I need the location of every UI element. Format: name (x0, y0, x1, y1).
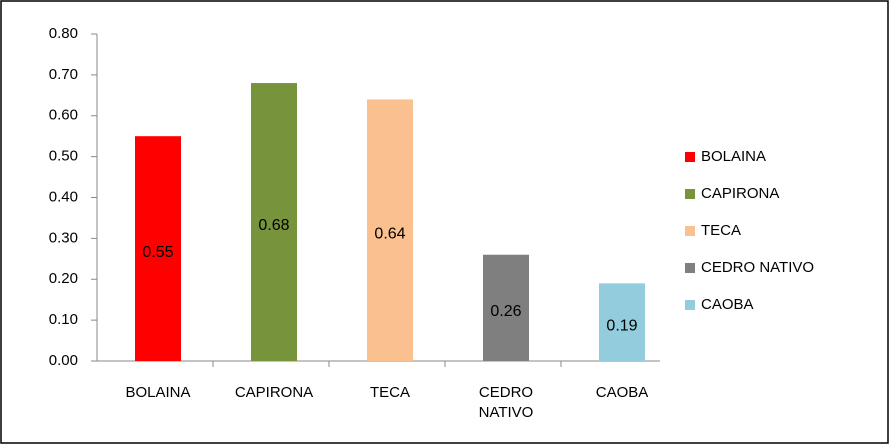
legend-swatch (685, 263, 695, 273)
y-tick-label: 0.50 (49, 148, 78, 165)
legend-label: CAOBA (701, 296, 754, 313)
y-tick-label: 0.30 (49, 229, 78, 246)
legend-label: BOLAINA (701, 148, 766, 165)
x-tick-label: BOLAINA (125, 384, 191, 401)
y-tick-label: 0.20 (49, 270, 78, 287)
legend-label: CEDRO NATIVO (701, 259, 814, 276)
x-tick-label: TECA (369, 384, 410, 401)
y-tick-label: 0.10 (49, 311, 78, 328)
legend-label: CAPIRONA (701, 185, 779, 202)
legend-label: TECA (701, 222, 741, 239)
legend-swatch (685, 226, 695, 236)
data-label: 0.64 (374, 225, 405, 242)
x-tick-label: CEDRO NATIVO (478, 384, 534, 421)
data-label: 0.55 (142, 244, 173, 261)
x-tick-label: CAOBA (595, 384, 649, 401)
y-tick-label: 0.40 (49, 188, 78, 205)
y-tick-label: 0.80 (49, 25, 78, 42)
bar (483, 254, 529, 361)
legend-swatch (685, 189, 695, 199)
data-label: 0.68 (258, 217, 289, 234)
data-label: 0.19 (606, 317, 637, 334)
data-label: 0.26 (490, 303, 521, 320)
bar (367, 99, 413, 362)
y-tick-label: 0.70 (49, 66, 78, 83)
legend-swatch (685, 300, 695, 310)
x-tick-label: CAPIRONA (234, 384, 314, 401)
y-tick-label: 0.60 (49, 107, 78, 124)
bar (251, 83, 297, 362)
bar (135, 136, 181, 361)
legend-swatch (685, 152, 695, 162)
bar (599, 283, 645, 361)
y-tick-label: 0.00 (49, 352, 78, 369)
